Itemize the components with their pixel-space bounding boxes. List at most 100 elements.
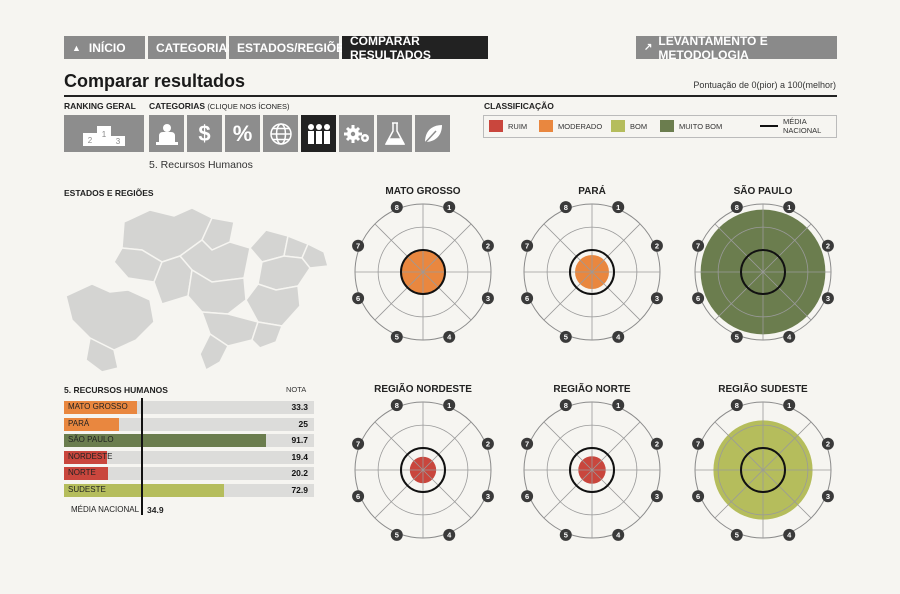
result-bar [64, 417, 119, 431]
categories-heading: CATEGORIAS [149, 101, 206, 111]
radar-spoke [762, 271, 812, 321]
result-name: PARÁ [68, 418, 90, 428]
flask-icon [384, 121, 405, 145]
home-label: INÍCIO [88, 40, 126, 55]
radar-spoke-badge [783, 201, 796, 214]
radar-national-average-ring [740, 447, 786, 493]
page-title: Comparar resultados [64, 71, 246, 91]
radar-spoke-badge [352, 292, 365, 305]
radar-spoke-label: 4 [447, 333, 452, 342]
scale-note: Pontuação de 0(pior) a 100(melhor) [693, 80, 836, 90]
radar-spoke-label: 5 [735, 531, 739, 540]
category-tile-5[interactable] [301, 115, 336, 152]
category-tile-6[interactable] [339, 115, 374, 152]
radar-spoke-label: 3 [486, 492, 490, 501]
radar-spoke-label: 8 [395, 401, 399, 410]
radar-spoke [543, 271, 593, 321]
radar-spoke-label: 2 [826, 242, 830, 251]
ranking-label: RANKING GERAL [64, 101, 136, 111]
globe-icon [269, 122, 292, 145]
radar-spoke-label: 2 [655, 242, 659, 251]
radar-national-average-ring [400, 447, 446, 493]
radar-spoke-badge [692, 292, 705, 305]
radar-spoke [374, 469, 424, 519]
result-row: NORTE 20.2 [64, 467, 314, 480]
external-link-icon: ↗ [644, 42, 653, 53]
radar-spoke-badge [650, 490, 663, 503]
result-bar [64, 450, 107, 464]
compare-results-label: COMPARAR RESULTADOS [350, 33, 431, 62]
radar-title: REGIÃO NORDESTE [374, 384, 472, 395]
radar-national-average-ring [400, 249, 446, 295]
top-nav: ▲ INÍCIO CATEGORIAS ESTADOS/REGIÕES COMP… [64, 33, 488, 62]
national-average-line [140, 398, 143, 515]
radar-spoke-badge [352, 437, 365, 450]
radar-spoke [714, 223, 764, 273]
radar-spoke-label: 5 [395, 333, 399, 342]
gears-icon [343, 124, 369, 143]
classification-label: CLASSIFICAÇÃO [484, 101, 554, 111]
radar-spoke-badge [783, 399, 796, 412]
radar-spoke-label: 6 [525, 294, 529, 303]
radar-title: PARÁ [578, 186, 606, 197]
radar-spoke [714, 469, 764, 519]
legend-item-national-average: MÉDIA NACIONAL [760, 117, 821, 135]
radar-spoke-badge [521, 437, 534, 450]
category-tile-7[interactable] [377, 115, 412, 152]
result-row: SUDESTE 72.9 [64, 483, 314, 497]
category-tile-4[interactable] [263, 115, 298, 152]
radar-spoke [422, 469, 472, 519]
categories-button[interactable]: CATEGORIAS [148, 36, 235, 59]
radar-chart[interactable]: 1 2 3 4 5 6 7 8 [343, 390, 503, 550]
radar-spoke-badge [390, 201, 403, 214]
result-bar [64, 434, 266, 447]
podium-3: 3 [116, 137, 121, 146]
legend-item-ruim: RUIM [489, 120, 527, 132]
result-name: SÃO PAULO [68, 435, 114, 444]
radar-spoke [543, 223, 593, 273]
result-value: 25 [298, 418, 308, 429]
methodology-button[interactable]: ↗ LEVANTAMENTO E METODOLOGIA [636, 34, 837, 62]
states-regions-label: ESTADOS/REGIÕES [237, 40, 353, 55]
category-tile-1[interactable] [149, 115, 184, 152]
categories-label-row: CATEGORIAS (CLIQUE NOS ÍCONES) [149, 101, 290, 111]
radar-title: MATO GROSSO [385, 186, 461, 197]
compare-results-button[interactable]: COMPARAR RESULTADOS [342, 33, 488, 62]
radar-spoke-label: 1 [447, 401, 451, 410]
radar-spoke-badge [692, 437, 705, 450]
radar-chart[interactable]: 1 2 3 4 5 6 7 8 [683, 390, 843, 550]
radar-spoke-label: 8 [395, 203, 399, 212]
category-tile-8[interactable] [415, 115, 450, 152]
radar-spoke-label: 8 [564, 401, 568, 410]
states-regions-button[interactable]: ESTADOS/REGIÕES [229, 36, 352, 59]
radar-national-average-ring [740, 249, 786, 295]
radar-chart[interactable]: 1 2 3 4 5 6 7 8 [512, 192, 672, 352]
radar-spoke-badge [821, 437, 834, 450]
radar-spoke-label: 8 [735, 203, 739, 212]
radar-spoke-label: 7 [525, 440, 529, 449]
radar-spoke-badge [692, 490, 705, 503]
legend-swatch [489, 120, 503, 132]
leaf-icon [422, 124, 442, 145]
radar-spoke-label: 6 [356, 492, 360, 501]
radar-chart[interactable]: 1 2 3 4 5 6 7 8 [512, 390, 672, 550]
result-value: 72.9 [291, 484, 308, 495]
radar-chart[interactable]: 1 2 3 4 5 6 7 8 [683, 192, 843, 352]
category-tile-3[interactable]: % [225, 115, 260, 152]
radar-national-average-ring [569, 447, 615, 493]
radar-chart[interactable]: 1 2 3 4 5 6 7 8 [343, 192, 503, 352]
radar-spoke-label: 3 [655, 294, 659, 303]
ranking-podium-tile[interactable]: 2 1 3 [64, 115, 144, 152]
radar-spoke [591, 223, 641, 273]
radar-spoke-label: 7 [696, 242, 700, 251]
radar-spoke-label: 4 [616, 531, 621, 540]
radar-spoke-badge [730, 528, 743, 541]
radar-spoke-label: 1 [616, 203, 620, 212]
category-tile-2[interactable]: $ [187, 115, 222, 152]
radar-spoke [422, 271, 472, 321]
legend-label: BOM [630, 121, 648, 131]
home-button[interactable]: ▲ INÍCIO [64, 36, 145, 59]
brazil-map[interactable] [62, 200, 334, 372]
radar-spoke-label: 7 [356, 440, 360, 449]
radar-spoke-badge [612, 201, 625, 214]
